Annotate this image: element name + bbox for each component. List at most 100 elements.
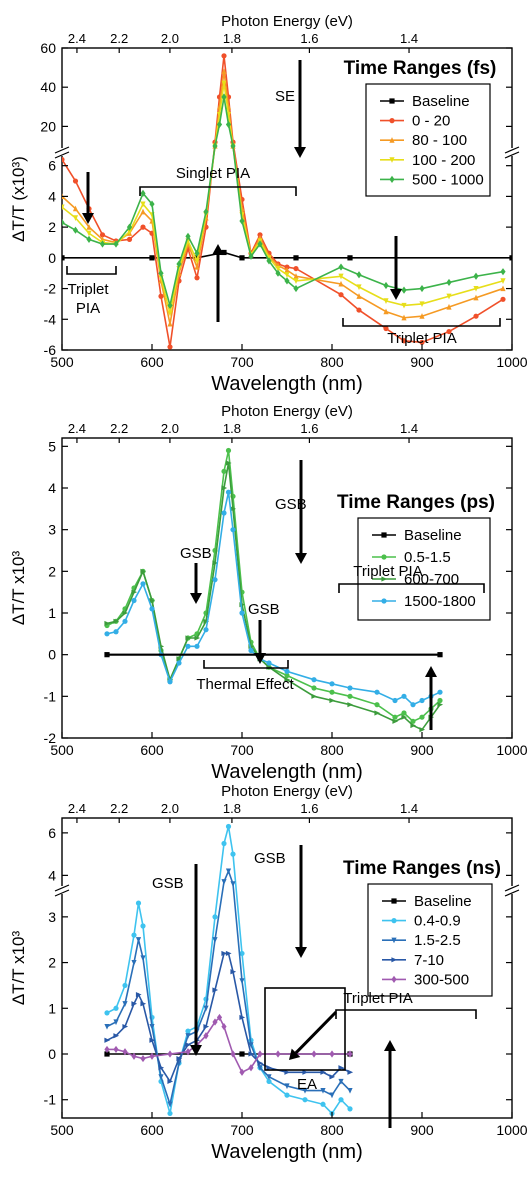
data-point — [320, 1087, 326, 1094]
series-1-5-2-5 — [104, 868, 353, 1108]
data-point — [131, 597, 137, 604]
arrow-triplet-pia-left — [82, 172, 94, 224]
legend-item: 0.4-0.9 — [382, 913, 461, 930]
data-point — [212, 914, 218, 920]
data-point — [500, 296, 506, 302]
series-line — [106, 952, 351, 1084]
data-point — [194, 263, 200, 270]
data-point — [194, 249, 200, 257]
top-tick-label: 2.4 — [68, 31, 86, 46]
data-point — [230, 1050, 236, 1058]
x-tick-label: 700 — [230, 354, 254, 370]
data-point — [410, 722, 417, 729]
data-point — [239, 1051, 245, 1057]
data-point — [131, 1052, 137, 1060]
top-tick-label: 1.6 — [300, 31, 318, 46]
legend-item: 0.5-1.5 — [372, 549, 451, 566]
legend-label: 7-10 — [414, 952, 444, 969]
legend-label: 0 - 20 — [412, 113, 450, 130]
arrow-singlet-pia — [212, 244, 224, 322]
data-point — [401, 714, 408, 720]
series-300-500 — [104, 1013, 353, 1076]
data-point — [194, 635, 201, 641]
y-tick-label: -1 — [44, 688, 57, 704]
data-point — [302, 1097, 308, 1103]
data-point — [392, 718, 399, 724]
plot-frame — [61, 817, 513, 1119]
data-point — [257, 240, 263, 248]
data-point — [62, 204, 65, 211]
data-point — [329, 697, 336, 704]
data-point — [225, 489, 232, 495]
data-point — [401, 693, 407, 699]
data-point — [122, 982, 128, 989]
data-point — [419, 714, 425, 720]
series-group — [62, 53, 512, 350]
data-point — [338, 1078, 344, 1085]
data-point — [135, 900, 142, 906]
data-point — [122, 1048, 128, 1056]
data-point — [131, 959, 137, 966]
legend-label: 1.5-2.5 — [414, 932, 461, 949]
data-point — [500, 278, 506, 284]
data-point — [225, 823, 232, 830]
top-tick-label: 2.4 — [68, 421, 86, 436]
data-point — [113, 1033, 120, 1039]
data-point — [437, 702, 444, 708]
data-point — [221, 53, 227, 59]
data-point — [167, 1110, 173, 1117]
y-tick-label: -4 — [44, 311, 57, 327]
data-point — [338, 1065, 345, 1071]
y-axis: 20 40 60 — [40, 40, 512, 134]
data-point — [338, 263, 344, 271]
legend-item: Baseline — [380, 93, 470, 110]
data-point — [401, 710, 407, 716]
data-point — [473, 285, 479, 292]
x-tick-label: 700 — [230, 1122, 254, 1138]
x-tick-label: 800 — [320, 354, 344, 370]
data-point — [167, 1050, 173, 1058]
data-point — [401, 286, 407, 294]
x-tick-label: 1000 — [496, 742, 527, 758]
data-point — [126, 236, 133, 243]
legend-marker — [389, 175, 395, 183]
data-point — [383, 325, 389, 332]
data-point — [221, 840, 227, 847]
data-point — [221, 879, 227, 885]
data-point — [500, 268, 506, 276]
legend-item: 100 - 200 — [380, 152, 475, 169]
arrow-triplet-pia — [384, 1040, 396, 1128]
top-tick-label: 1.8 — [223, 801, 241, 816]
data-point — [239, 255, 245, 261]
data-point — [293, 265, 299, 272]
data-point — [185, 232, 191, 240]
data-point — [338, 280, 344, 287]
annotation-ea: EA — [297, 1076, 317, 1093]
data-point — [293, 273, 299, 279]
top-tick-label: 1.4 — [400, 801, 418, 816]
data-point — [104, 1051, 110, 1057]
data-point — [239, 950, 245, 957]
data-point — [176, 660, 182, 666]
data-point — [248, 647, 254, 654]
data-point — [104, 631, 110, 637]
data-point — [230, 851, 236, 857]
top-tick-label: 1.4 — [400, 31, 418, 46]
legend-title: Time Ranges (ps) — [337, 492, 495, 513]
y-tick-label: 60 — [40, 40, 56, 56]
top-tick-label: 1.6 — [300, 801, 318, 816]
data-point — [239, 1014, 246, 1021]
data-point — [135, 937, 142, 943]
data-point — [149, 606, 155, 612]
data-point — [293, 284, 299, 293]
annotation-gsb-2: GSB — [248, 601, 280, 618]
data-point — [86, 224, 92, 230]
data-point — [113, 1005, 119, 1011]
y-tick-label: -2 — [44, 281, 57, 297]
legend-title: Time Ranges (fs) — [344, 58, 497, 79]
panel-fs: -6 -4 -2 0 2 4 6 20 40 60 2.4 2.2 2.0 1.8 1.6 1.4 Photon… — [9, 13, 528, 395]
top-tick-label: 1.6 — [300, 421, 318, 436]
data-point — [347, 1050, 353, 1058]
data-point — [347, 685, 353, 691]
data-point — [311, 685, 317, 691]
